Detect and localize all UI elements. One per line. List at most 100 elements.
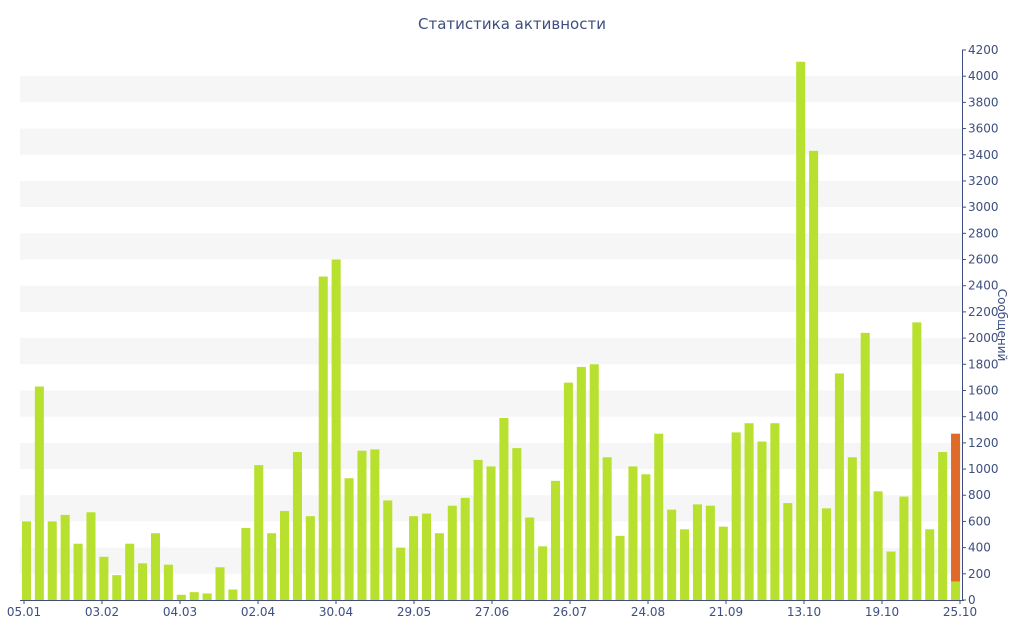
y-tick-label: 2200 — [968, 305, 999, 319]
y-tick-label: 4000 — [968, 69, 999, 83]
bar — [60, 514, 70, 600]
x-tick-label: 02.04 — [241, 605, 275, 619]
bar — [692, 504, 702, 600]
grid-band — [20, 128, 962, 155]
bar — [744, 423, 754, 600]
bar — [292, 452, 302, 600]
grid-band — [20, 390, 962, 417]
bar-highlight — [951, 433, 961, 582]
y-tick-label: 3000 — [968, 200, 999, 214]
bar — [886, 551, 896, 600]
bar — [86, 512, 96, 600]
y-tick-label: 4200 — [968, 43, 999, 57]
bar — [254, 465, 264, 600]
bar — [357, 450, 367, 600]
bar — [951, 581, 961, 600]
y-tick-label: 1000 — [968, 462, 999, 476]
bar — [873, 491, 883, 600]
bar — [551, 480, 561, 600]
bar — [899, 496, 909, 600]
bar — [757, 441, 767, 600]
bar — [460, 497, 470, 600]
x-tick-label: 03.02 — [85, 605, 119, 619]
bar — [499, 417, 509, 600]
x-tick-label: 25.10 — [943, 605, 977, 619]
bar — [860, 332, 870, 600]
y-tick-label: 600 — [968, 514, 991, 528]
bar — [125, 543, 135, 600]
bar — [938, 452, 948, 600]
bar — [421, 513, 431, 600]
bar — [318, 276, 328, 600]
y-tick-label: 3600 — [968, 122, 999, 136]
bar — [512, 448, 522, 600]
bar — [731, 432, 741, 600]
y-tick-label: 400 — [968, 541, 991, 555]
y-tick-label: 800 — [968, 488, 991, 502]
bar — [47, 521, 57, 600]
bar — [228, 589, 238, 600]
x-tick-label: 24.08 — [631, 605, 665, 619]
bar — [615, 535, 625, 600]
bars — [21, 61, 961, 601]
y-tick-label: 1600 — [968, 383, 999, 397]
grid-band — [20, 338, 962, 365]
y-tick-label: 2600 — [968, 253, 999, 267]
bar — [331, 259, 341, 600]
y-tick-label: 0 — [968, 593, 976, 607]
bar — [525, 517, 535, 600]
bar — [847, 457, 857, 600]
bar — [654, 433, 664, 600]
bar — [563, 382, 573, 600]
bar — [34, 386, 44, 600]
bar — [344, 478, 354, 600]
bar — [589, 364, 599, 600]
grid-band — [20, 180, 962, 208]
bar — [73, 543, 83, 600]
y-tick-label: 3800 — [968, 95, 999, 109]
bar — [370, 449, 380, 600]
y-tick-label: 2400 — [968, 279, 999, 293]
bar — [409, 516, 419, 600]
x-tick-label: 26.07 — [553, 605, 587, 619]
bar — [473, 459, 483, 600]
grid-band — [20, 285, 962, 312]
x-tick-label: 21.09 — [709, 605, 743, 619]
y-tick-label: 1800 — [968, 357, 999, 371]
bar — [189, 592, 199, 600]
grid-band — [20, 233, 962, 260]
bar — [912, 322, 922, 600]
bar — [783, 503, 793, 600]
bar — [667, 509, 677, 600]
x-tick-label: 05.01 — [7, 605, 41, 619]
y-ticks: 0 200 400 600 800 1000 1200 1400 1600 1800 2000 220… — [962, 43, 999, 607]
bar — [447, 505, 457, 600]
bar — [305, 516, 315, 600]
bar — [705, 505, 715, 600]
bar — [21, 521, 31, 600]
x-tick-label: 30.04 — [319, 605, 353, 619]
y-tick-label: 1400 — [968, 410, 999, 424]
bar — [241, 527, 251, 600]
bar — [215, 567, 225, 600]
bar — [770, 423, 780, 600]
y-tick-label: 1200 — [968, 436, 999, 450]
bar — [925, 529, 935, 600]
x-tick-label: 04.03 — [163, 605, 197, 619]
bar — [602, 457, 612, 600]
bar — [383, 500, 393, 600]
bar — [641, 474, 651, 600]
bar — [176, 594, 186, 600]
bar — [434, 533, 444, 600]
x-tick-label: 19.10 — [865, 605, 899, 619]
y-tick-label: 3200 — [968, 174, 999, 188]
bar — [796, 61, 806, 601]
bar — [280, 510, 290, 600]
bar — [202, 593, 212, 600]
y-tick-label: 2000 — [968, 331, 999, 345]
bar — [112, 575, 122, 600]
bar — [396, 547, 406, 600]
bar — [163, 564, 173, 600]
bar — [628, 466, 638, 600]
